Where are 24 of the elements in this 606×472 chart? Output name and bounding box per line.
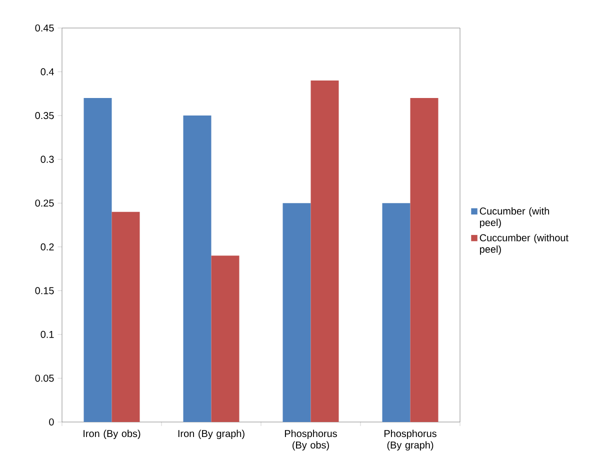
y-tick-label: 0 [49, 418, 54, 426]
bar [410, 98, 438, 422]
bar [183, 116, 212, 422]
legend-label: Cuccumber (without peel) [480, 234, 568, 255]
x-tick-label: Phosphorus (By obs) [284, 430, 337, 451]
bar [112, 212, 140, 422]
y-tick-label: 0.2 [40, 243, 54, 250]
bar [84, 98, 112, 422]
bar [382, 203, 410, 422]
y-tick-label: 0.3 [40, 156, 54, 163]
bar [211, 256, 240, 422]
bar [282, 203, 311, 422]
y-tick-label: 0.05 [35, 374, 54, 382]
y-tick-label: 0.15 [35, 287, 54, 294]
y-tick-label: 0.45 [35, 24, 54, 32]
y-tick-label: 0.4 [40, 68, 54, 76]
bar [310, 80, 339, 422]
y-tick-label: 0.1 [40, 330, 54, 338]
x-tick-label: Phosphorus (By graph) [384, 430, 436, 451]
x-tick-label: Iron (By obs) [84, 430, 140, 440]
y-tick-label: 0.35 [35, 112, 54, 120]
legend-label: Cucumber (with peel) [480, 207, 550, 228]
x-tick-label: Iron (By graph) [178, 430, 244, 440]
y-tick-label: 0.25 [35, 200, 54, 207]
